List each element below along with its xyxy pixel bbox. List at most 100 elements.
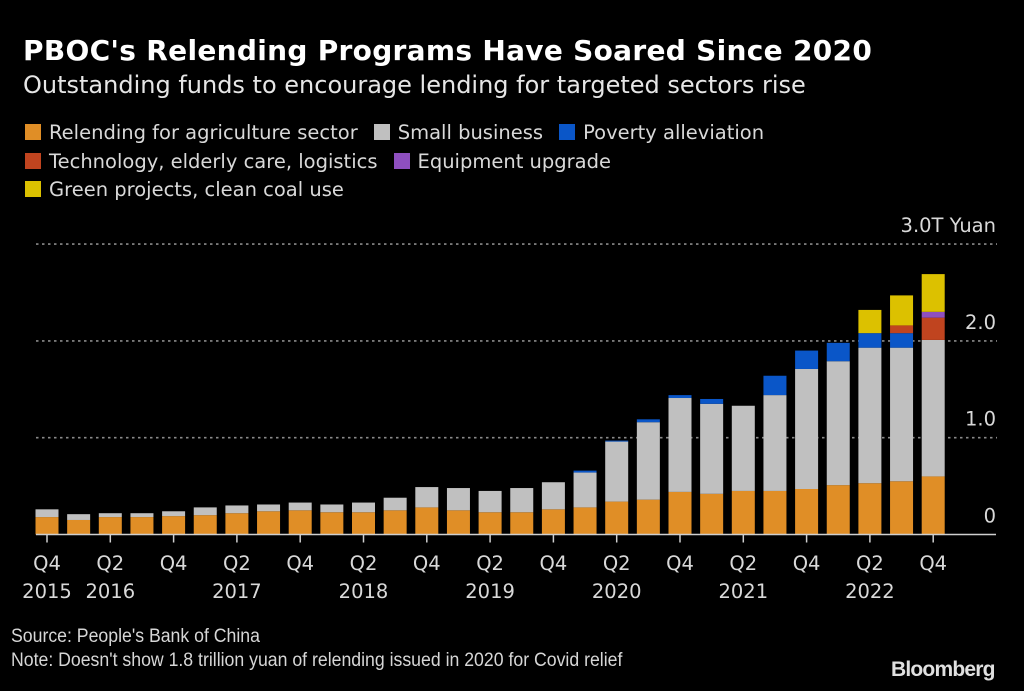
bar-segment: [668, 395, 692, 399]
bar-segment: [415, 487, 439, 508]
legend-swatch: [373, 124, 390, 140]
bar-segment: [795, 350, 819, 369]
bar-segment: [478, 490, 502, 513]
x-tick-label: Q4: [160, 552, 188, 575]
bar-segment: [636, 499, 660, 535]
bar-segment: [636, 419, 660, 423]
bar-segment: [288, 502, 312, 511]
bar-segment: [352, 502, 375, 513]
bar-stack: [415, 487, 439, 535]
y-axis-labels: 0 1.0 2.0 3.0T Yuan: [901, 214, 996, 527]
bar-segment: [415, 507, 439, 535]
x-tick-year-label: 2019: [465, 580, 515, 603]
x-tick-label: Q4: [286, 552, 314, 575]
bar-segment: [130, 517, 154, 535]
bar-segment: [826, 485, 850, 535]
bar-stack: [130, 513, 154, 535]
x-tick-label: Q2: [96, 552, 124, 575]
bar-segment: [763, 490, 787, 535]
bar-segment: [921, 339, 945, 477]
legend-swatch: [25, 152, 41, 169]
bar-segment: [35, 517, 59, 535]
x-axis: Q4 2015 Q2 2016 Q4 Q2 2017 Q4 Q2 2018 Q4 Q2 2019 Q4 Q2…: [22, 533, 996, 603]
bar-stack: [826, 342, 850, 535]
bar-segment: [130, 513, 154, 518]
y-tick-label: 0: [984, 505, 996, 528]
bar-stack: [636, 419, 660, 535]
bar-segment: [446, 510, 470, 535]
x-tick-year-label: 2015: [22, 580, 72, 603]
bar-segment: [478, 512, 502, 535]
x-tick-label: Q4: [33, 552, 61, 575]
legend-item-equipment: Equipment upgrade: [393, 148, 612, 177]
x-tick-label: Q4: [666, 552, 694, 575]
chart-subtitle: Outstanding funds to encourage lending f…: [23, 71, 806, 99]
x-tick-label: Q4: [540, 552, 568, 575]
bar-segment: [193, 515, 217, 535]
x-tick-label: Q2: [350, 552, 378, 575]
bar-segment: [225, 505, 249, 514]
legend-row: Technology, elderly care, logistics Equip…: [25, 148, 780, 177]
bar-segment: [731, 490, 755, 535]
bar-stack: [193, 507, 217, 535]
bar-stack: [510, 488, 534, 535]
bar-segment: [541, 482, 565, 510]
bar-stack: [35, 509, 59, 535]
bar-segment: [510, 488, 534, 513]
bar-segment: [193, 507, 217, 516]
legend-label: Relending for agriculture sector: [49, 121, 358, 144]
x-tick-year-label: 2020: [592, 580, 642, 603]
x-tick-year-label: 2022: [845, 580, 895, 603]
legend-item-poverty: Poverty alleviation: [559, 119, 764, 148]
bar-stack: [98, 513, 122, 535]
bloomberg-logo: Bloomberg: [891, 658, 995, 681]
bar-segment: [795, 368, 819, 489]
bar-stack: [858, 309, 882, 535]
bars: [35, 274, 945, 535]
bar-segment: [573, 472, 597, 508]
bar-segment: [668, 491, 692, 535]
bar-segment: [605, 440, 629, 442]
bar-segment: [67, 514, 91, 520]
legend-swatch: [25, 181, 41, 197]
bar-segment: [921, 311, 945, 318]
legend: Relending for agriculture sector Small bu…: [25, 119, 780, 205]
legend-label: Equipment upgrade: [417, 149, 612, 173]
bar-segment: [352, 512, 375, 535]
x-tick-label: Q4: [919, 552, 947, 575]
bar-segment: [573, 470, 597, 473]
bar-segment: [731, 405, 755, 491]
bar-stack: [731, 405, 755, 535]
bar-segment: [763, 395, 787, 491]
footnote: Note: Doesn't show 1.8 trillion yuan of …: [11, 650, 623, 671]
x-tick-label: Q2: [223, 552, 251, 575]
x-tick-year-label: 2017: [212, 580, 262, 603]
footer: Source: People's Bank of China Note: Doe…: [11, 625, 622, 673]
bar-segment: [668, 398, 692, 492]
bar-segment: [257, 504, 281, 512]
legend-item-small-business: Small business: [373, 119, 543, 148]
bar-stack: [573, 470, 597, 535]
x-tick-year-label: 2021: [718, 580, 768, 603]
y-tick-label: 2.0: [965, 311, 996, 334]
chart-title: PBOC's Relending Programs Have Soared Si…: [23, 34, 873, 67]
bar-segment: [320, 504, 344, 513]
bar-segment: [225, 513, 249, 535]
bar-segment: [98, 513, 122, 518]
bar-stack: [700, 398, 724, 535]
bar-segment: [795, 489, 819, 535]
bar-segment: [921, 317, 945, 340]
bar-segment: [605, 441, 629, 502]
x-tick-label: Q4: [413, 552, 441, 575]
legend-swatch: [559, 124, 576, 140]
bar-segment: [763, 375, 787, 396]
bar-segment: [921, 476, 945, 535]
bar-segment: [162, 516, 186, 535]
bar-stack: [320, 504, 344, 535]
bar-stack: [921, 274, 945, 535]
bar-segment: [510, 512, 534, 535]
legend-label: Green projects, clean coal use: [49, 178, 344, 201]
gridlines: [36, 243, 997, 439]
bar-segment: [636, 422, 660, 500]
